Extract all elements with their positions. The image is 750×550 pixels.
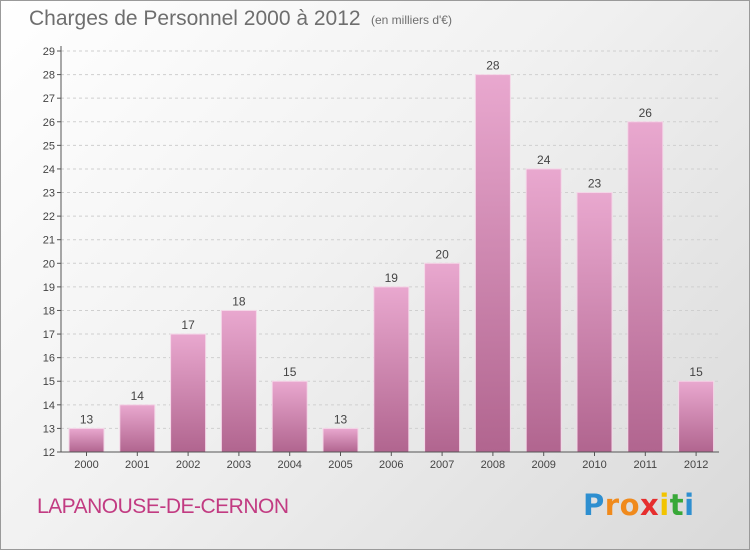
y-tick-label: 23	[43, 188, 55, 200]
commune-name: LAPANOUSE-DE-CERNON	[37, 495, 289, 518]
bar	[627, 121, 664, 453]
logo-letter: i	[684, 488, 695, 522]
y-tick-label: 19	[43, 282, 55, 294]
y-tick-label: 12	[43, 447, 55, 459]
x-tick-label: 2005	[328, 459, 352, 471]
x-tick-label: 2000	[74, 459, 98, 471]
chart-subtitle: (en milliers d'€)	[371, 13, 452, 27]
logo-letter: x	[640, 488, 660, 522]
bar	[576, 192, 613, 453]
y-tick-label: 21	[43, 235, 55, 247]
y-tick-label: 28	[43, 70, 55, 82]
y-tick-label: 26	[43, 117, 55, 129]
x-tick-label: 2012	[684, 459, 708, 471]
bar	[68, 427, 105, 453]
x-tick-label: 2003	[227, 459, 251, 471]
data-label: 13	[334, 412, 348, 426]
data-label: 15	[283, 365, 297, 379]
bar	[119, 404, 156, 453]
y-tick-label: 24	[43, 164, 55, 176]
data-label: 28	[486, 59, 500, 73]
bar	[373, 286, 410, 453]
x-tick-label: 2009	[531, 459, 555, 471]
bar	[474, 74, 511, 453]
bar	[322, 427, 359, 453]
y-tick-label: 29	[43, 46, 55, 58]
data-label: 17	[181, 318, 195, 332]
x-tick-label: 2007	[430, 459, 454, 471]
x-tick-label: 2002	[176, 459, 200, 471]
data-label: 13	[80, 412, 94, 426]
chart-title: Charges de Personnel 2000 à 2012	[29, 7, 361, 30]
logo-letter: P	[583, 488, 605, 522]
bar	[424, 262, 461, 453]
y-tick-label: 18	[43, 305, 55, 317]
data-label: 26	[639, 106, 653, 120]
x-tick-label: 2011	[633, 459, 657, 471]
bar	[170, 333, 207, 453]
data-label: 14	[131, 389, 145, 403]
x-tick-label: 2006	[379, 459, 403, 471]
data-label: 20	[435, 247, 449, 261]
data-label: 24	[537, 153, 551, 167]
logo-letter: r	[604, 488, 620, 522]
logo-letter: o	[619, 488, 641, 522]
y-tick-label: 27	[43, 93, 55, 105]
data-label: 19	[385, 271, 399, 285]
y-tick-label: 15	[43, 376, 55, 388]
y-tick-label: 22	[43, 211, 55, 223]
x-tick-label: 2008	[481, 459, 505, 471]
bar	[678, 380, 715, 453]
bar	[525, 168, 562, 453]
bar	[271, 380, 308, 453]
y-tick-label: 14	[43, 400, 55, 412]
logo-letter: t	[669, 488, 685, 522]
data-label: 23	[588, 177, 602, 191]
x-tick-label: 2004	[277, 459, 301, 471]
bar	[220, 309, 257, 453]
y-tick-label: 16	[43, 353, 55, 365]
y-tick-label: 17	[43, 329, 55, 341]
proxiti-logo[interactable]: Proxiti	[583, 488, 695, 522]
data-label: 18	[232, 294, 246, 308]
logo-letter: i	[659, 488, 670, 522]
y-tick-label: 20	[43, 258, 55, 270]
x-tick-label: 2001	[125, 459, 149, 471]
y-tick-label: 13	[43, 423, 55, 435]
y-tick-label: 25	[43, 140, 55, 152]
data-label: 15	[689, 365, 703, 379]
x-tick-label: 2010	[582, 459, 606, 471]
